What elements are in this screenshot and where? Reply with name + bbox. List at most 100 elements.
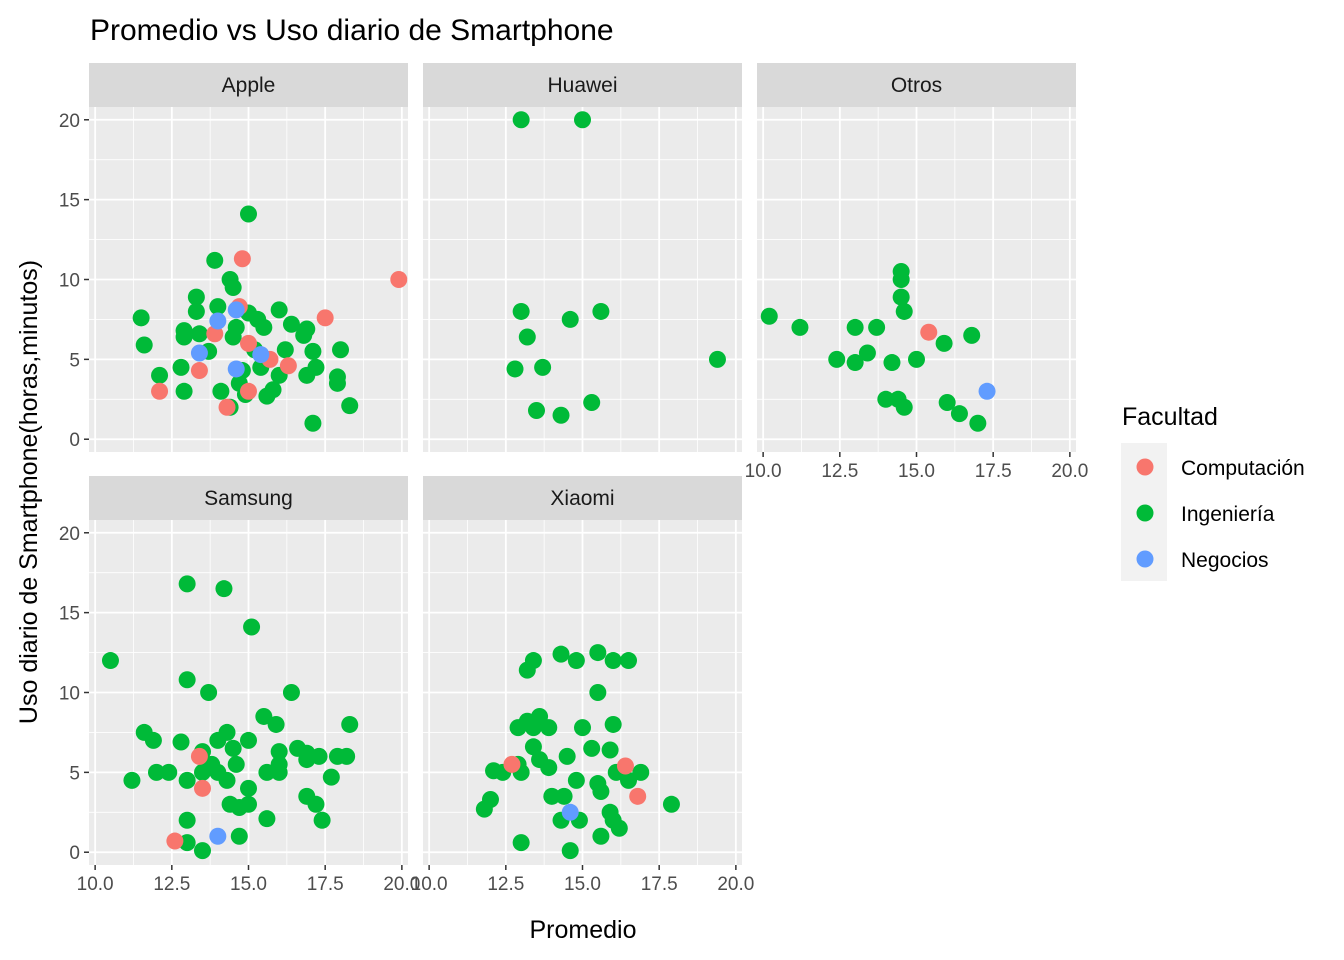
data-point — [858, 344, 876, 362]
points-huawei — [506, 111, 726, 424]
data-point — [341, 397, 359, 415]
legend-title: Facultad — [1122, 403, 1218, 431]
data-point — [846, 354, 864, 372]
legend-key-3 — [1136, 550, 1154, 568]
legend-key-1 — [1136, 458, 1154, 476]
data-point — [708, 350, 726, 368]
data-point — [240, 795, 257, 813]
data-point — [224, 278, 242, 296]
x-tick-label: 15.0 — [564, 874, 601, 895]
data-point — [512, 111, 530, 129]
data-point — [209, 312, 227, 330]
data-point — [190, 747, 208, 765]
data-point — [264, 381, 282, 399]
points-xiaomi — [475, 644, 680, 860]
x-tick-label: 20.0 — [717, 874, 754, 895]
points-apple — [132, 205, 408, 432]
x-tick-label: 10.0 — [411, 874, 448, 895]
data-point — [206, 251, 224, 269]
data-point — [151, 382, 169, 400]
data-point — [270, 743, 288, 761]
data-point — [172, 358, 190, 376]
data-point — [604, 652, 622, 670]
data-point — [552, 645, 570, 663]
x-tick-label: 12.5 — [153, 874, 190, 895]
data-point — [310, 747, 328, 765]
strip-label-apple: Apple — [222, 74, 276, 97]
data-point — [524, 652, 542, 670]
facet-panels: Apple 0 5 10 15 20 Huawei Otros 10.0 12.5 15.0 17.5… — [59, 63, 1088, 895]
data-point — [338, 747, 356, 765]
data-point — [227, 318, 245, 336]
y-tick-label: 5 — [69, 350, 80, 371]
panel-otros: Otros 10.0 12.5 15.0 17.5 20.0 — [745, 63, 1088, 482]
data-point — [298, 320, 316, 338]
data-point — [224, 739, 242, 757]
data-point — [589, 684, 607, 701]
data-point — [908, 350, 925, 368]
data-point — [178, 771, 196, 789]
data-point — [567, 652, 585, 670]
data-point — [583, 393, 601, 411]
data-point — [868, 318, 886, 336]
data-point — [218, 771, 236, 789]
data-point — [632, 763, 650, 781]
data-point — [307, 795, 325, 813]
data-point — [218, 398, 236, 416]
data-point — [883, 354, 901, 372]
data-point — [950, 405, 968, 423]
data-point — [144, 731, 162, 749]
x-tick-label: 10.0 — [745, 461, 782, 482]
data-point — [233, 250, 251, 268]
data-point — [240, 334, 257, 352]
data-point — [322, 768, 340, 786]
data-point — [592, 783, 610, 801]
y-tick-label: 15 — [59, 604, 80, 625]
data-point — [895, 302, 913, 320]
data-point — [255, 318, 273, 336]
data-point — [313, 811, 331, 829]
strip-samsung — [89, 476, 408, 520]
data-point — [258, 810, 276, 828]
data-point — [206, 325, 224, 343]
data-point — [175, 382, 193, 400]
data-point — [160, 763, 178, 781]
points-otros — [760, 263, 996, 432]
legend-label-1: Computación — [1181, 457, 1305, 480]
y-axis-title: Uso diario de Smartphone(horas,minutos) — [15, 260, 43, 724]
data-point — [938, 393, 956, 411]
data-point — [920, 323, 938, 341]
data-point — [193, 842, 211, 860]
y-tick-label: 20 — [59, 111, 80, 132]
data-point — [332, 341, 350, 359]
data-point — [604, 715, 622, 733]
y-tick-label: 10 — [59, 684, 80, 705]
data-point — [304, 414, 322, 432]
data-point — [178, 811, 196, 829]
x-tick-label: 20.0 — [1051, 461, 1088, 482]
strip-apple — [89, 63, 408, 107]
data-point — [512, 302, 530, 320]
data-point — [552, 406, 570, 424]
data-point — [574, 111, 591, 129]
legend-label-2: Ingeniería — [1181, 503, 1275, 526]
data-point — [209, 827, 227, 845]
data-point — [258, 763, 276, 781]
data-point — [506, 360, 524, 378]
data-point — [540, 759, 558, 777]
points-samsung — [101, 575, 359, 860]
data-point — [240, 205, 257, 223]
data-point — [187, 302, 205, 320]
data-point — [147, 763, 165, 781]
data-point — [178, 671, 196, 689]
data-point — [978, 382, 996, 400]
legend-label-3: Negocios — [1181, 549, 1269, 572]
data-point — [524, 738, 542, 756]
data-point — [123, 771, 141, 789]
data-point — [252, 346, 270, 364]
data-point — [791, 318, 809, 336]
data-point — [531, 707, 549, 725]
data-point — [227, 755, 245, 773]
data-point — [304, 342, 322, 360]
panel-apple: Apple 0 5 10 15 20 — [59, 63, 408, 452]
